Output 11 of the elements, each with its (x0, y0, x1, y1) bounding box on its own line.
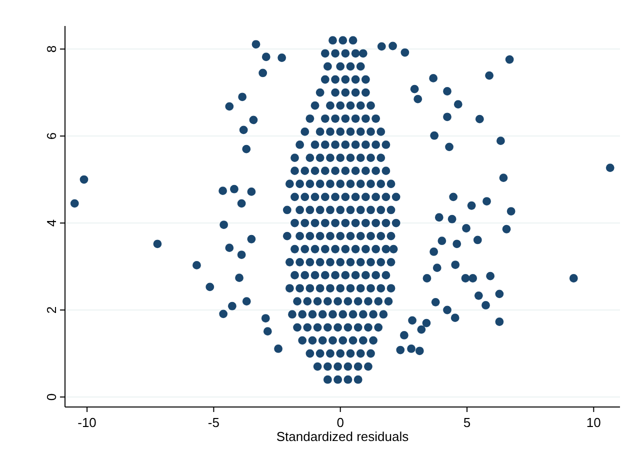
x-axis-title: Standardized residuals (276, 429, 410, 444)
y-tick-label: 4 (44, 219, 59, 227)
y-tick-label: 6 (44, 132, 59, 140)
x-tick-label: 10 (586, 415, 601, 430)
y-tick-label: 2 (44, 306, 59, 314)
x-tick-label: -10 (78, 415, 96, 430)
x-tick-label: -5 (208, 415, 220, 430)
y-tick-label: 0 (44, 393, 59, 401)
y-tick-label: 8 (44, 45, 59, 53)
x-tick-label: 5 (463, 415, 471, 430)
x-tick-label: 0 (336, 415, 344, 430)
